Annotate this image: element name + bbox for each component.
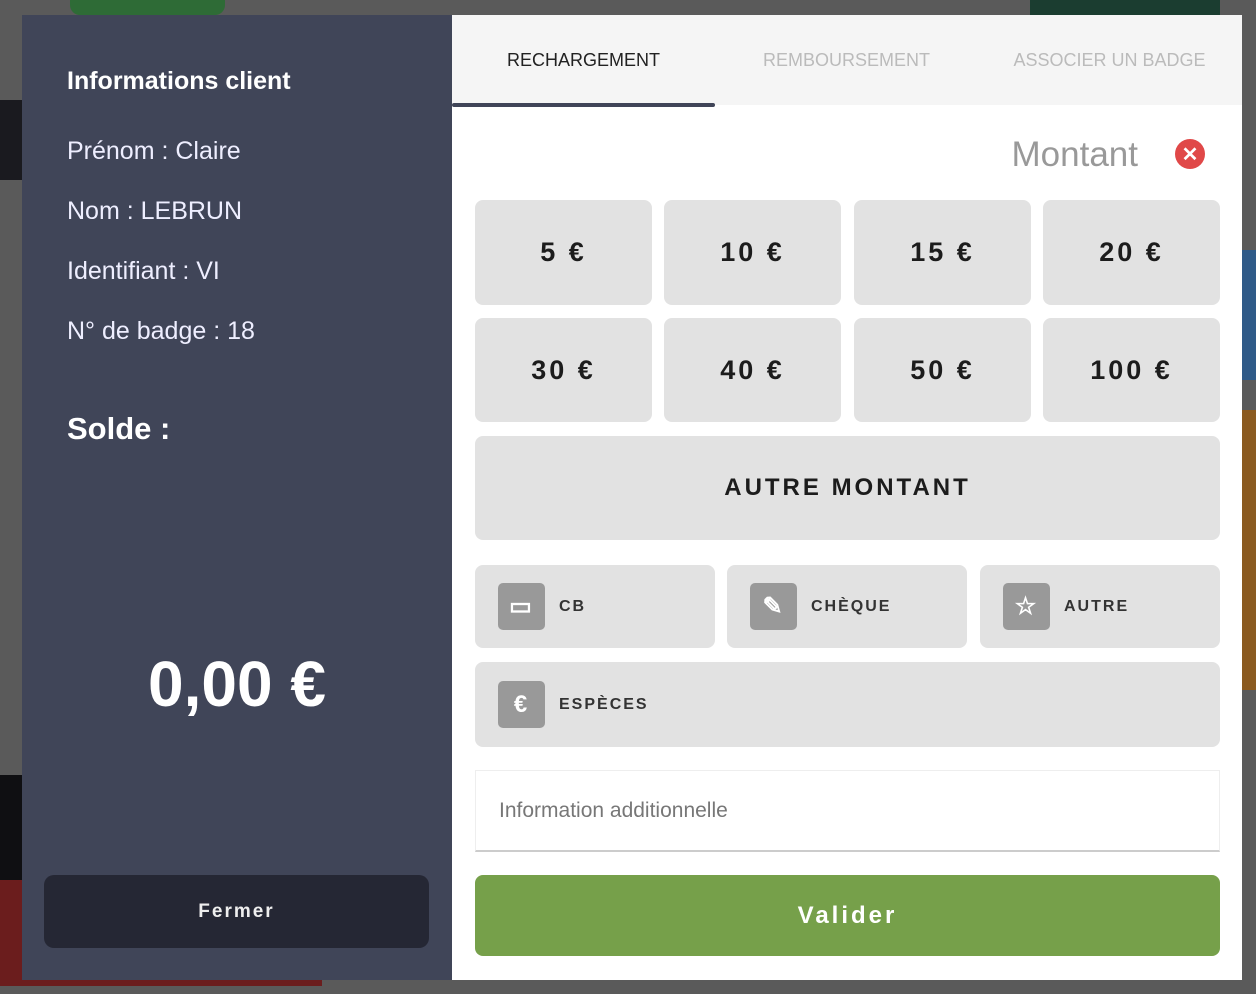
background-dark-block [1030,0,1220,15]
background-right-orange [1242,410,1256,690]
payment-cheque-label: CHÈQUE [811,597,892,615]
client-info-panel: Informations client Prénom : Claire Nom … [22,15,452,980]
background-green-button [70,0,225,15]
payment-cb-button[interactable]: ▭ CB [475,565,715,648]
amount-button-5[interactable]: 5 € [475,200,652,305]
tab-remboursement[interactable]: REMBOURSEMENT [762,49,930,70]
payment-cb-label: CB [559,597,587,615]
other-amount-button[interactable]: AUTRE MONTANT [475,436,1220,540]
background-sidebar [0,100,22,180]
background-right-blue [1242,250,1256,380]
client-last-name: Nom : LEBRUN [67,197,243,225]
amount-button-30[interactable]: 30 € [475,318,652,422]
tab-rechargement[interactable]: RECHARGEMENT [452,15,715,107]
close-button[interactable]: Fermer [44,875,429,948]
client-badge-number: N° de badge : 18 [67,317,255,345]
client-info-title: Informations client [67,67,291,95]
tab-bar: RECHARGEMENT REMBOURSEMENT ASSOCIER UN B… [452,15,1242,107]
payment-cheque-button[interactable]: ✎ CHÈQUE [727,565,967,648]
payment-especes-button[interactable]: € ESPÈCES [475,662,1220,747]
amount-button-100[interactable]: 100 € [1043,318,1220,422]
tab-associer-badge[interactable]: ASSOCIER UN BADGE [1013,49,1206,70]
balance-amount: 0,00 € [148,648,326,720]
payment-autre-button[interactable]: ☆ AUTRE [980,565,1220,648]
euro-icon: € [498,681,545,728]
amount-button-10[interactable]: 10 € [664,200,841,305]
amount-button-50[interactable]: 50 € [854,318,1031,422]
balance-label: Solde : [67,411,171,446]
client-first-name: Prénom : Claire [67,137,241,165]
amount-display: Montant [1011,135,1138,174]
edit-icon: ✎ [750,583,797,630]
star-icon: ☆ [1003,583,1050,630]
amount-button-20[interactable]: 20 € [1043,200,1220,305]
background-sidebar-lower [0,775,22,880]
amount-button-15[interactable]: 15 € [854,200,1031,305]
recharge-panel: RECHARGEMENT REMBOURSEMENT ASSOCIER UN B… [452,15,1242,980]
amount-button-40[interactable]: 40 € [664,318,841,422]
payment-especes-label: ESPÈCES [559,695,649,713]
payment-autre-label: AUTRE [1064,597,1130,615]
additional-info-input[interactable]: Information additionnelle [475,770,1220,852]
credit-card-icon: ▭ [498,583,545,630]
clear-amount-icon[interactable]: ✕ [1175,139,1205,169]
submit-button[interactable]: Valider [475,875,1220,956]
client-identifier: Identifiant : VI [67,257,220,285]
